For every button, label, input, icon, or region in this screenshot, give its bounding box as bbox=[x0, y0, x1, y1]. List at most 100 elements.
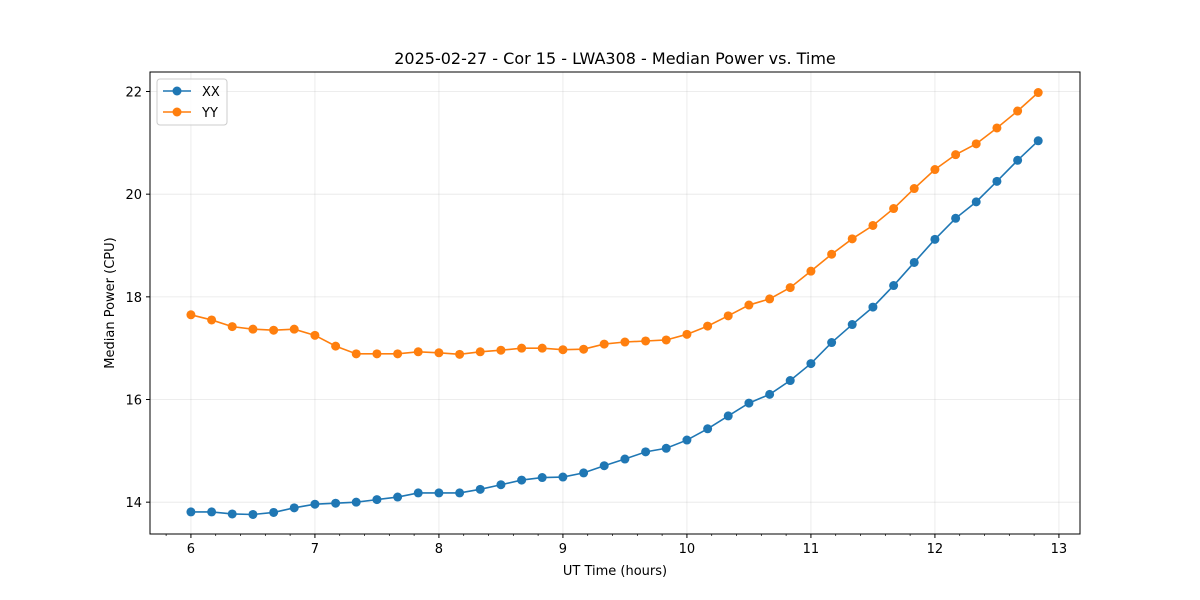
x-tick-label: 12 bbox=[927, 542, 944, 557]
data-point-yy bbox=[1033, 88, 1043, 98]
data-point-yy bbox=[248, 324, 258, 334]
data-point-yy bbox=[207, 315, 217, 325]
data-point-xx bbox=[806, 359, 816, 369]
data-point-xx bbox=[909, 257, 919, 267]
axes: 6 7 8 9 10 11 12 13 14 16 18 20 22 bbox=[125, 86, 1067, 557]
data-point-yy bbox=[599, 339, 609, 349]
data-point-xx bbox=[393, 492, 403, 502]
data-point-yy bbox=[661, 335, 671, 345]
data-point-xx bbox=[847, 320, 857, 330]
data-point-xx bbox=[351, 497, 361, 507]
x-tick-label: 8 bbox=[435, 542, 443, 557]
y-axis-label: Median Power (CPU) bbox=[103, 237, 118, 368]
x-axis-label: UT Time (hours) bbox=[563, 564, 667, 579]
data-point-yy bbox=[992, 123, 1002, 133]
data-point-xx bbox=[496, 480, 506, 490]
data-point-xx bbox=[434, 488, 444, 498]
data-point-xx bbox=[475, 484, 485, 494]
data-point-yy bbox=[558, 345, 568, 355]
data-point-xx bbox=[1033, 136, 1043, 146]
data-point-yy bbox=[289, 324, 299, 334]
x-tick-label: 10 bbox=[679, 542, 696, 557]
data-point-yy bbox=[641, 336, 651, 346]
data-point-yy bbox=[393, 349, 403, 359]
data-point-yy bbox=[517, 343, 527, 353]
data-point-xx bbox=[620, 454, 630, 464]
data-point-xx bbox=[661, 443, 671, 453]
y-tick-label: 16 bbox=[125, 394, 142, 409]
data-point-yy bbox=[1013, 106, 1023, 116]
data-point-yy bbox=[765, 294, 775, 304]
data-point-yy bbox=[434, 348, 444, 358]
data-point-xx bbox=[207, 507, 217, 517]
x-tick-label: 6 bbox=[187, 542, 195, 557]
legend-label-xx: XX bbox=[202, 85, 220, 100]
y-tick-label: 20 bbox=[125, 188, 142, 203]
data-point-yy bbox=[475, 347, 485, 357]
data-point-yy bbox=[372, 349, 382, 359]
data-point-xx bbox=[331, 498, 341, 508]
data-point-yy bbox=[537, 343, 547, 353]
data-point-xx bbox=[889, 281, 899, 291]
data-point-xx bbox=[682, 435, 692, 445]
data-point-xx bbox=[599, 461, 609, 471]
data-point-xx bbox=[1013, 155, 1023, 165]
data-point-yy bbox=[930, 165, 940, 175]
data-point-xx bbox=[227, 509, 237, 519]
data-point-xx bbox=[992, 176, 1002, 186]
data-point-yy bbox=[806, 266, 816, 276]
x-tick-label: 9 bbox=[559, 542, 567, 557]
data-point-xx bbox=[744, 398, 754, 408]
legend: XX YY bbox=[156, 78, 228, 126]
data-point-yy bbox=[971, 139, 981, 149]
data-point-yy bbox=[909, 184, 919, 194]
y-tick-label: 22 bbox=[125, 86, 142, 101]
data-point-yy bbox=[227, 322, 237, 332]
data-point-yy bbox=[847, 234, 857, 244]
data-point-xx bbox=[517, 475, 527, 485]
data-point-xx bbox=[248, 509, 258, 519]
data-point-xx bbox=[372, 495, 382, 505]
data-point-yy bbox=[331, 341, 341, 351]
data-point-xx bbox=[269, 507, 279, 517]
y-tick-label: 18 bbox=[125, 291, 142, 306]
grid bbox=[150, 72, 1080, 534]
x-tick-label: 7 bbox=[311, 542, 319, 557]
data-point-yy bbox=[785, 283, 795, 293]
data-point-yy bbox=[868, 220, 878, 230]
data-point-xx bbox=[413, 488, 423, 498]
plot-series bbox=[186, 88, 1043, 519]
data-point-xx bbox=[765, 389, 775, 399]
x-tick-label: 11 bbox=[803, 542, 820, 557]
legend-marker-yy bbox=[172, 107, 182, 117]
plot-frame bbox=[149, 71, 1081, 535]
data-point-yy bbox=[889, 204, 899, 214]
data-point-yy bbox=[744, 300, 754, 310]
data-point-xx bbox=[723, 411, 733, 421]
data-point-xx bbox=[868, 302, 878, 312]
data-point-yy bbox=[413, 347, 423, 357]
chart-title: 2025-02-27 - Cor 15 - LWA308 - Median Po… bbox=[394, 49, 836, 68]
data-point-xx bbox=[289, 503, 299, 513]
data-point-xx bbox=[579, 468, 589, 478]
data-point-yy bbox=[310, 330, 320, 340]
x-tick-label: 13 bbox=[1051, 542, 1068, 557]
data-point-xx bbox=[930, 234, 940, 244]
data-point-yy bbox=[703, 321, 713, 331]
data-point-yy bbox=[723, 311, 733, 321]
data-point-yy bbox=[496, 345, 506, 355]
y-tick-label: 14 bbox=[125, 496, 142, 511]
legend-marker-xx bbox=[172, 86, 182, 96]
data-point-xx bbox=[455, 488, 465, 498]
data-point-yy bbox=[827, 249, 837, 259]
data-point-xx bbox=[310, 499, 320, 509]
data-point-yy bbox=[186, 310, 196, 320]
data-point-xx bbox=[951, 213, 961, 223]
data-point-xx bbox=[703, 424, 713, 434]
data-point-xx bbox=[971, 197, 981, 207]
data-point-xx bbox=[558, 472, 568, 482]
data-point-yy bbox=[951, 150, 961, 160]
data-point-yy bbox=[455, 349, 465, 359]
data-point-xx bbox=[186, 507, 196, 517]
